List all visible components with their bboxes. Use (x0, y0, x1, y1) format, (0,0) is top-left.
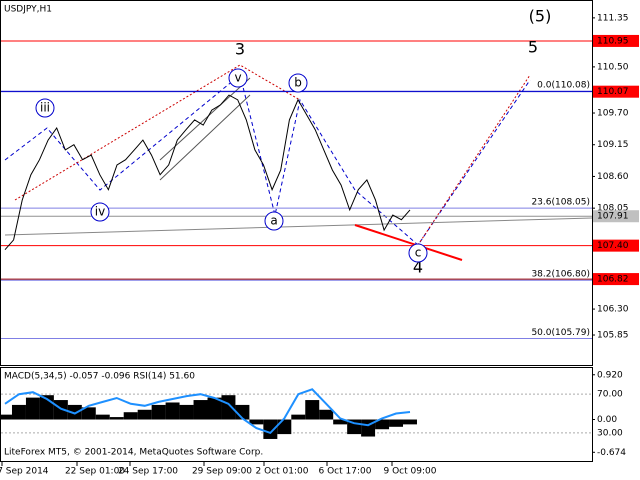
macd-bar (67, 404, 82, 420)
y-tick-label: 108.05 (597, 204, 629, 214)
macd-bar (81, 407, 96, 420)
price-tag-label: 107.91 (597, 212, 629, 222)
x-tick-label: 9 Oct 09:00 (384, 467, 437, 477)
fib-label: 38.2(106.80) (531, 270, 590, 280)
macd-bar (137, 409, 152, 420)
wave-label: 3 (235, 40, 245, 59)
y-tick-label: 0.00 (597, 415, 617, 425)
macd-bar (249, 419, 264, 425)
wave-label: iv (95, 205, 105, 219)
macd-bar (179, 404, 194, 420)
price-tag-label: 110.95 (597, 36, 629, 46)
y-tick-label: 106.30 (597, 305, 629, 315)
y-tick-label: 109.15 (597, 140, 629, 150)
macd-bar (375, 419, 390, 430)
wave-trend (14, 64, 301, 201)
price-tag (593, 210, 639, 223)
macd-bar (151, 404, 166, 420)
y-tick-label: 111.35 (597, 13, 629, 23)
price-tag-label: 106.82 (597, 275, 629, 285)
rsi-line (4, 388, 411, 435)
symbol: USDJPY,H1 (4, 5, 52, 15)
x-tick-label: 2 Oct 01:00 (256, 467, 309, 477)
y-tick-label: 110.50 (597, 62, 629, 72)
wave-label: 4 (413, 258, 423, 277)
macd-bar (123, 412, 138, 420)
price-pane (0, 0, 593, 366)
indicator-pane (0, 367, 593, 462)
fib-label: 50.0(105.79) (531, 328, 590, 338)
trendline (4, 217, 593, 236)
wave-label: iii (40, 101, 50, 115)
y2-tick-label: 30.00 (597, 428, 623, 438)
price-line (4, 94, 411, 251)
wave-circle (288, 73, 308, 93)
y-tick-label: -0.674 (597, 448, 626, 458)
macd-bar (0, 414, 12, 420)
y2-tick-label: 70.00 (597, 390, 623, 400)
x-tick-label: 29 Sep 09:00 (192, 467, 252, 477)
trendline (159, 94, 251, 181)
x-tick-label: 6 Oct 17:00 (319, 467, 372, 477)
fib-label: 0.0(110.08) (537, 81, 590, 91)
price-tag (593, 273, 639, 286)
x-tick-label: 17 Sep 2014 (0, 467, 49, 477)
macd-bar (305, 400, 320, 420)
macd-bar (389, 419, 404, 427)
y-tick-label: 0.920 (597, 370, 623, 380)
y-tick-label: 109.70 (597, 109, 629, 119)
macd-bar (221, 395, 236, 420)
x-tick-label: 24 Sep 17:00 (118, 467, 178, 477)
macd-bar (53, 400, 68, 420)
x-tick-label: 22 Sep 01:00 (65, 467, 125, 477)
price-tag-label: 107.40 (597, 241, 629, 251)
price-tag (593, 239, 639, 252)
macd-bar (25, 397, 40, 420)
wave-label: b (294, 76, 302, 90)
macd-bar (263, 419, 278, 439)
macd-bar (193, 400, 208, 420)
wave-circle (228, 68, 248, 88)
macd-bar (333, 419, 348, 425)
y-tick-label: 105.85 (597, 331, 629, 341)
macd-bar (109, 417, 124, 420)
wave-circle (90, 202, 110, 222)
macd-bar (95, 414, 110, 420)
macd-bar (291, 414, 306, 420)
indicator-title: MACD(5,34,5) -0.057 -0.096 RSI(14) 51.60 (4, 372, 195, 382)
macd-bar (319, 409, 334, 420)
wave-circle (35, 98, 55, 118)
footer: LiteForex MT5, © 2001-2014, MetaQuotes S… (4, 448, 263, 458)
wave-label: (5) (529, 7, 552, 26)
price-tag (593, 85, 639, 98)
wave-label: 5 (528, 38, 538, 57)
wave-label: a (270, 214, 277, 228)
macd-bar (403, 419, 417, 425)
wave-label: v (234, 71, 241, 85)
macd-bar (11, 404, 26, 420)
macd-bar (207, 397, 222, 420)
macd-bar (277, 419, 292, 435)
wave-circle (408, 243, 428, 263)
price-tag (593, 34, 639, 47)
y-tick-label: 108.60 (597, 172, 629, 182)
price-tag-label: 110.07 (597, 87, 629, 97)
macd-bar (165, 402, 180, 420)
fib-label: 23.6(108.05) (531, 198, 590, 208)
wave-circle (264, 211, 284, 231)
trendline (354, 224, 463, 261)
wave-label: c (415, 246, 422, 260)
